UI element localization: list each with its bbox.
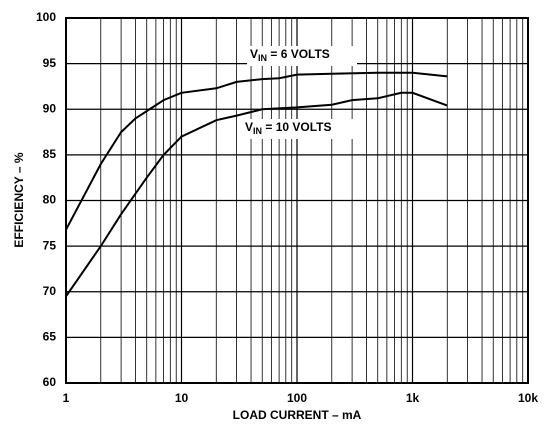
x-tick-label: 1k — [406, 391, 420, 405]
y-tick-label: 75 — [43, 238, 57, 252]
annotation-sub: IN — [258, 53, 267, 63]
annotation: VIN = 6 VOLTS — [250, 47, 330, 63]
y-tick-label: 70 — [43, 284, 57, 298]
y-tick-label: 90 — [43, 101, 57, 115]
annotation-main: V — [245, 120, 253, 134]
plot-frame — [65, 17, 529, 384]
x-axis-label: LOAD CURRENT – mA — [233, 408, 362, 422]
x-tick-label: 100 — [287, 391, 307, 405]
x-tick-label: 1 — [63, 391, 70, 405]
line-series — [65, 71, 448, 231]
annotation-bg — [242, 119, 364, 139]
x-tick-label: 10k — [518, 391, 538, 405]
y-tick-label: 80 — [43, 193, 57, 207]
y-axis-label: EFFICIENCY – % — [12, 152, 26, 247]
y-tick-label: 60 — [43, 375, 57, 389]
annotation-main: V — [250, 47, 258, 61]
y-tick-label: 85 — [43, 147, 57, 161]
annotation-rest: = 6 VOLTS — [267, 47, 330, 61]
y-tick-label: 100 — [36, 10, 56, 24]
annotation-sub: IN — [253, 126, 262, 136]
annotation-rest: = 10 VOLTS — [262, 120, 331, 134]
x-tick-label: 10 — [175, 391, 189, 405]
annotation-bg — [247, 46, 357, 66]
line-series — [65, 91, 448, 297]
y-tick-label: 95 — [43, 56, 57, 70]
annotation: VIN = 10 VOLTS — [245, 120, 331, 136]
y-tick-label: 65 — [43, 330, 57, 344]
